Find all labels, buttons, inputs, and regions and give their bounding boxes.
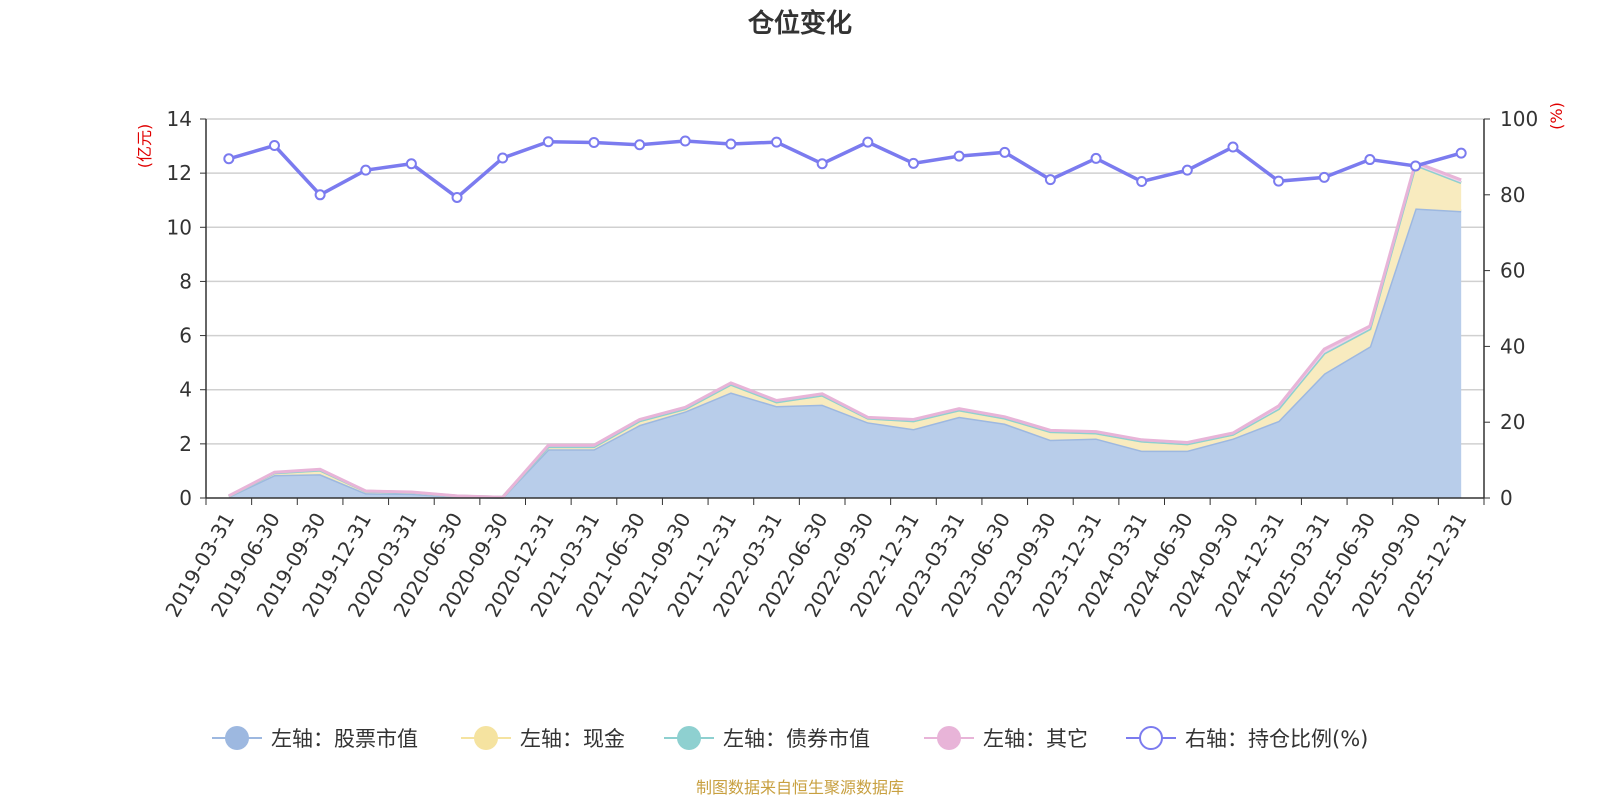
legend-label: 右轴：持仓比例(%) [1185, 727, 1368, 751]
legend-label: 左轴：股票市值 [271, 727, 418, 751]
ratio-point [953, 150, 965, 162]
chart-title: 仓位变化 [747, 8, 852, 39]
legend-label: 左轴：现金 [520, 727, 625, 751]
area-layers [228, 160, 1462, 499]
left-axis-tick-label: 10 [167, 215, 192, 239]
ratio-point [223, 153, 235, 165]
legend-marker [474, 726, 498, 750]
ratio-point [1273, 175, 1285, 187]
left-axis-tick-label: 14 [167, 107, 192, 131]
right-axis-tick-label: 80 [1500, 183, 1525, 207]
ratio-point [1090, 152, 1102, 164]
ratio-point [862, 136, 874, 148]
right-axis-tick-label: 40 [1500, 334, 1525, 358]
ratio-line [228, 139, 1462, 200]
left-axis-tick-label: 8 [179, 269, 192, 293]
ratio-point [497, 152, 509, 164]
ratio-point [451, 191, 463, 203]
ratio-point [1227, 141, 1239, 153]
left-axis-tick-label: 12 [167, 161, 192, 185]
legend: 左轴：股票市值 左轴：现金 左轴：债券市值 左轴：其它 右轴：持仓比例(%) [212, 726, 1368, 751]
right-axis-unit: (%) [1547, 102, 1566, 130]
legend-marker [937, 726, 961, 750]
source-note: 制图数据来自恒生聚源数据库 [696, 778, 904, 797]
right-axis-tick-label: 0 [1500, 486, 1513, 510]
ratio-point [634, 139, 646, 151]
ratio-point [360, 164, 372, 176]
ratio-point [1044, 174, 1056, 186]
legend-marker [225, 726, 249, 750]
ratio-point [1364, 154, 1376, 166]
right-axis-tick-label: 100 [1500, 107, 1538, 131]
left-axis-tick-label: 6 [179, 324, 192, 348]
left-axis-tick-label: 0 [179, 486, 192, 510]
ratio-point [1318, 171, 1330, 183]
ratio-point [816, 158, 828, 170]
legend-label: 左轴：债券市值 [723, 727, 870, 751]
ratio-point [1455, 147, 1467, 159]
ratio-point [999, 146, 1011, 158]
ratio-point [725, 138, 737, 150]
legend-marker [677, 726, 701, 750]
ratio-point [542, 136, 554, 148]
legend-marker [1139, 726, 1163, 750]
ratio-point [771, 136, 783, 148]
legend-label: 左轴：其它 [983, 727, 1088, 751]
ratio-series [223, 135, 1467, 203]
ratio-point [679, 135, 691, 147]
left-axis-tick-label: 4 [179, 378, 192, 402]
ratio-point [405, 158, 417, 170]
right-axis-tick-label: 60 [1500, 259, 1525, 283]
left-axis-unit: (亿元) [135, 124, 154, 169]
ratio-point [588, 136, 600, 148]
ratio-point [907, 157, 919, 169]
right-axis-tick-label: 20 [1500, 410, 1525, 434]
left-axis-tick-label: 2 [179, 432, 192, 456]
line-左轴：其它 [228, 160, 1462, 499]
ratio-point [1136, 176, 1148, 188]
ratio-point [1181, 164, 1193, 176]
ratio-point [1410, 160, 1422, 172]
grid [206, 118, 1484, 445]
ratio-point [314, 189, 326, 201]
area-左轴：股票市值 [228, 208, 1462, 499]
ratio-point [268, 140, 280, 152]
